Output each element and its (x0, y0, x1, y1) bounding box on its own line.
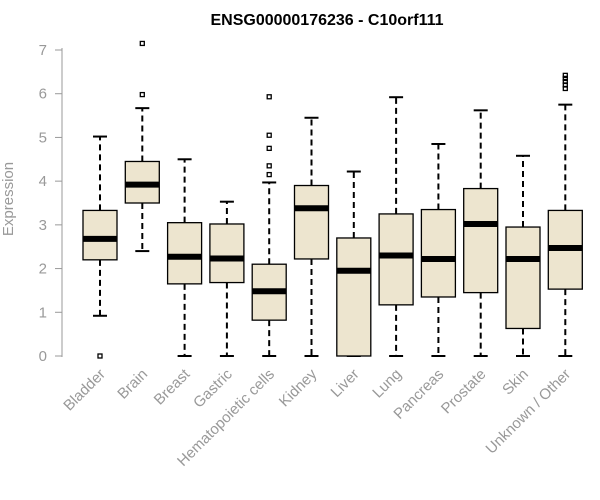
y-tick-label-6: 6 (39, 86, 47, 103)
y-axis-label: Expression (0, 162, 17, 236)
x-tick-label-breast: Breast (151, 365, 194, 408)
outlier-hematopoietic-cells-2 (266, 145, 272, 152)
box-lung (378, 213, 414, 306)
y-tick-label-0: 0 (39, 348, 47, 365)
box-group-bladder (82, 135, 118, 359)
box-prostate (463, 187, 499, 294)
outlier-unknown-other-3 (562, 75, 568, 82)
outlier-hematopoietic-cells-4 (266, 94, 272, 100)
x-tick-label-liver: Liver (328, 366, 363, 401)
outlier-brain-0 (139, 91, 145, 98)
outlier-unknown-other-2 (562, 78, 568, 85)
y-tick-label-2: 2 (39, 261, 47, 278)
y-tick-label-5: 5 (39, 129, 47, 146)
y-tick-label-4: 4 (39, 173, 47, 190)
x-tick-label-kidney: Kidney (276, 365, 321, 410)
box-group-brain (124, 40, 160, 253)
chart-title: ENSG00000176236 - C10orf111 (210, 12, 443, 29)
x-tick-label-bladder: Bladder (60, 366, 109, 415)
box-gastric (209, 223, 245, 284)
box-kidney (293, 184, 330, 260)
x-tick-label-lung: Lung (369, 366, 405, 402)
box-bladder (82, 209, 118, 261)
box-group-liver (336, 170, 372, 357)
x-tick-label-prostate: Prostate (438, 366, 490, 418)
box-group-hematopoietic-cells (251, 94, 287, 357)
outlier-hematopoietic-cells-0 (266, 171, 272, 178)
y-tick-label-3: 3 (39, 217, 47, 234)
outlier-unknown-other-4 (562, 72, 568, 79)
x-tick-label-brain: Brain (114, 366, 151, 403)
outlier-bladder-0 (97, 353, 103, 359)
x-tick-label-skin: Skin (499, 366, 532, 399)
box-group-unknown-other (547, 72, 583, 357)
y-axis-ticks: 0 1 2 3 4 5 6 7 (39, 42, 62, 365)
y-tick-label-1: 1 (39, 304, 47, 321)
box-group-lung (378, 96, 414, 357)
outlier-brain-1 (139, 40, 145, 47)
box-group-skin (505, 154, 541, 357)
box-breast (166, 222, 203, 285)
box-group-gastric (209, 200, 245, 357)
outlier-hematopoietic-cells-3 (266, 132, 272, 138)
box-group-pancreas (420, 142, 457, 357)
outlier-hematopoietic-cells-1 (266, 163, 272, 169)
y-tick-label-7: 7 (39, 42, 47, 59)
box-group-kidney (293, 116, 330, 357)
box-group-breast (166, 158, 203, 357)
box-group-prostate (463, 109, 499, 357)
box-groups (82, 40, 583, 359)
box-pancreas (420, 208, 457, 298)
box-liver (336, 237, 372, 357)
box-skin (505, 226, 541, 330)
